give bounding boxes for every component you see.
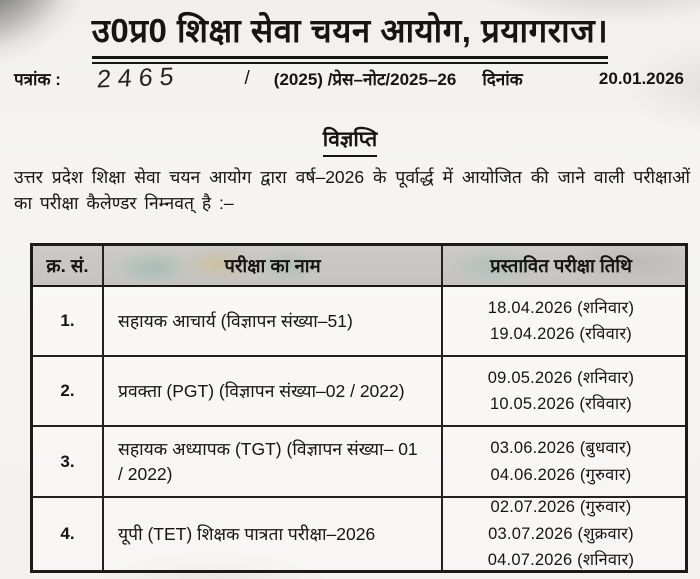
- patrank-label: पत्रांक :: [14, 70, 61, 89]
- table-row: 3. सहायक अध्यापक (TGT) (विज्ञापन संख्या– …: [33, 427, 685, 498]
- dinank-label: दिनांक: [482, 70, 523, 89]
- letter-meta-row: पत्रांक : 2465 / (2025) /प्रेस–नोट/2025–…: [14, 62, 688, 94]
- exam-table-body: 1. सहायक आचार्य (विज्ञापन संख्या–51) 18.04…: [33, 287, 685, 570]
- exam-dates: 09.05.2026 (शनिवार) 10.05.2026 (रविवार): [443, 357, 679, 425]
- notice-paragraph: उत्तर प्रदेश शिक्षा सेवा चयन आयोग द्वारा…: [14, 167, 690, 213]
- notice-heading-text: विज्ञप्ति: [322, 125, 378, 157]
- header-cell-exam-name: परीक्षा का नाम: [104, 246, 443, 285]
- exam-name: यूपी (TET) शिक्षक पात्रता परीक्षा–2026: [104, 498, 443, 570]
- table-row: 4. यूपी (TET) शिक्षक पात्रता परीक्षा–2026…: [33, 498, 685, 570]
- exam-date-line: 18.04.2026 (शनिवार): [487, 298, 635, 317]
- letterhead-title: उ0प्र0 शिक्षा सेवा चयन आयोग, प्रयागराज।: [0, 7, 700, 64]
- exam-dates: 03.06.2026 (बुधवार) 04.06.2026 (गुरुवार): [443, 427, 679, 496]
- exam-dates: 02.07.2026 (गुरुवार) 03.07.2026 (शुक्रवार…: [443, 498, 679, 570]
- exam-table-header-row: क्र. सं. परीक्षा का नाम प्रस्तावित परीक्…: [33, 246, 685, 287]
- table-row: 2. प्रवक्ता (PGT) (विज्ञापन संख्या–02 / 2…: [33, 357, 685, 427]
- exam-date-line: 04.06.2026 (गुरुवार): [490, 465, 632, 484]
- letterhead-title-text: उ0प्र0 शिक्षा सेवा चयन आयोग, प्रयागराज।: [91, 7, 609, 59]
- row-serial: 4.: [33, 498, 104, 570]
- exam-date-line: 10.05.2026 (रविवार): [490, 395, 632, 413]
- exam-name: प्रवक्ता (PGT) (विज्ञापन संख्या–02 / 202…: [104, 357, 443, 425]
- row-serial: 1.: [33, 287, 104, 355]
- row-serial: 2.: [33, 357, 104, 425]
- exam-name: सहायक आचार्य (विज्ञापन संख्या–51): [104, 287, 443, 355]
- exam-date-line: 09.05.2026 (शनिवार): [487, 368, 635, 387]
- exam-date-line: 19.04.2026 (रविवार): [490, 325, 632, 343]
- exam-date-line: 03.06.2026 (बुधवार): [490, 439, 632, 457]
- exam-calendar-table: क्र. सं. परीक्षा का नाम प्रस्तावित परीक्…: [30, 243, 688, 573]
- exam-date-line: 02.07.2026 (गुरुवार): [490, 498, 632, 517]
- exam-date-line: 04.07.2026 (शनिवार): [487, 551, 635, 570]
- header-cell-serial: क्र. सं.: [33, 246, 104, 285]
- patrank-number-handwritten: 2465: [95, 62, 182, 94]
- notice-heading: विज्ञप्ति: [0, 125, 700, 157]
- table-row: 1. सहायक आचार्य (विज्ञापन संख्या–51) 18.04…: [33, 287, 685, 357]
- exam-date-line: 03.07.2026 (शुक्रवार): [488, 524, 634, 543]
- exam-name: सहायक अध्यापक (TGT) (विज्ञापन संख्या– 01…: [104, 427, 443, 496]
- exam-dates: 18.04.2026 (शनिवार) 19.04.2026 (रविवार): [443, 287, 679, 355]
- slash-separator: /: [244, 67, 250, 89]
- header-cell-exam-date: प्रस्तावित परीक्षा तिथि: [490, 255, 632, 276]
- letter-date: 20.01.2026: [598, 68, 684, 88]
- row-serial: 3.: [33, 427, 104, 496]
- reference-number: (2025) /प्रेस–नोट/2025–26: [273, 70, 457, 89]
